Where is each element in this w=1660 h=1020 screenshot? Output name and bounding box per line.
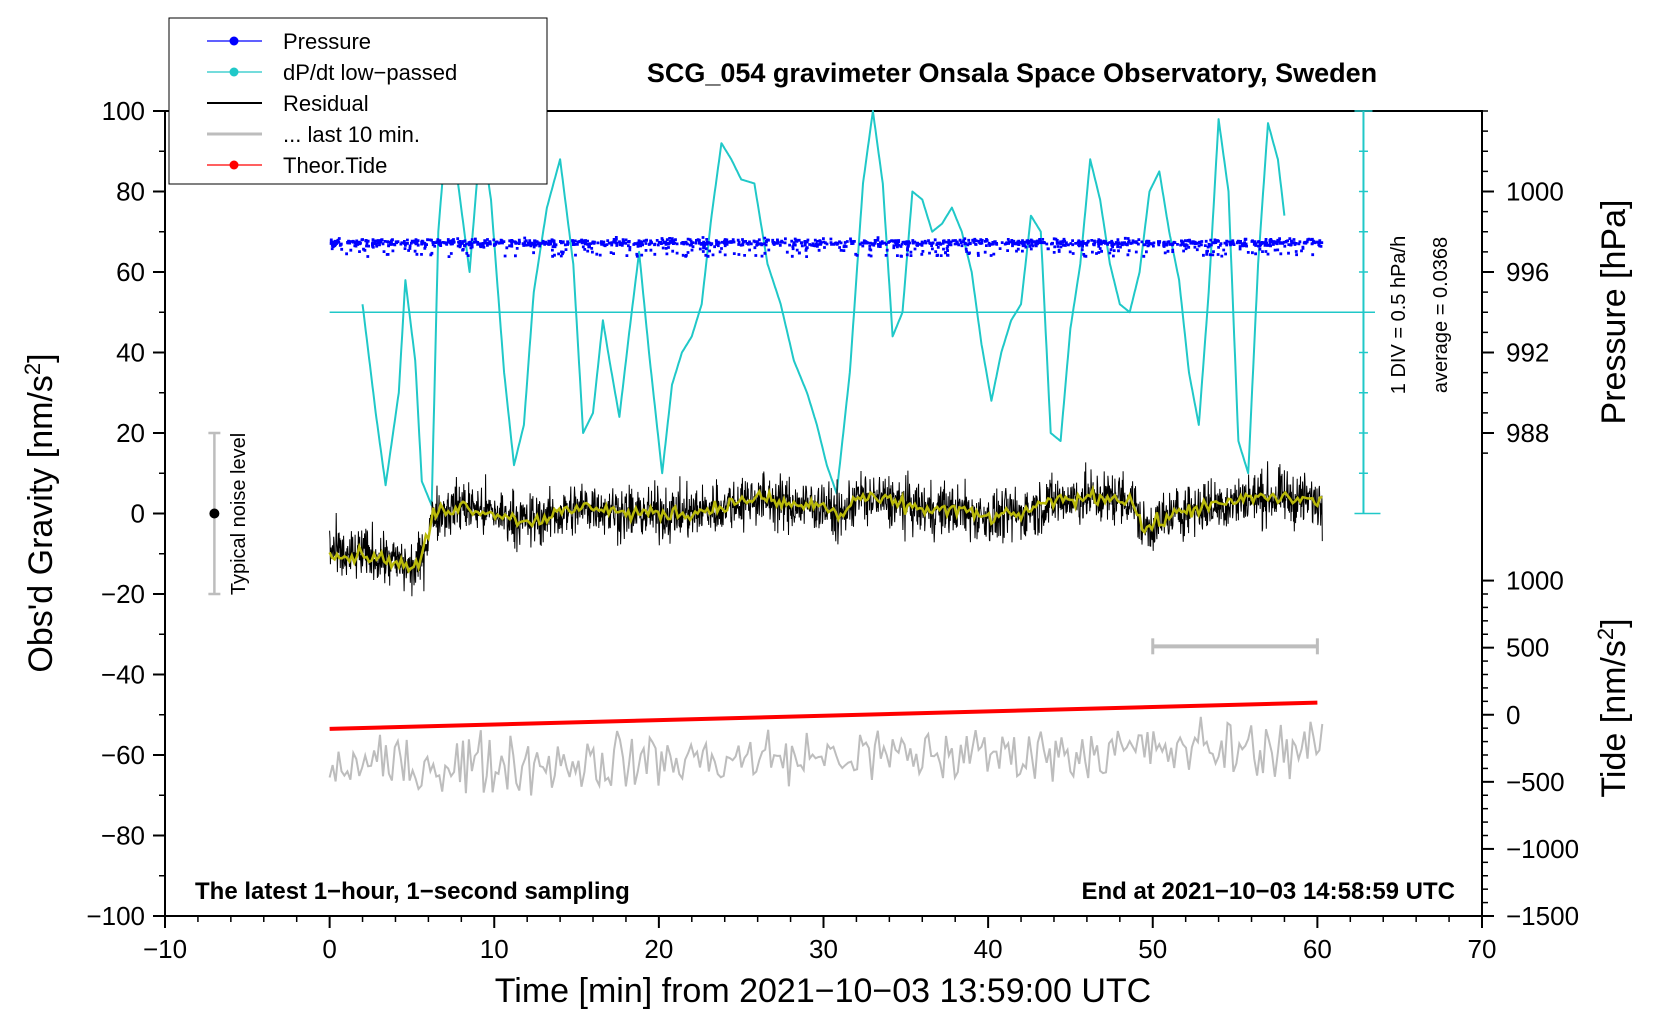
legend-label: ... last 10 min.: [283, 122, 420, 147]
tide-layer: [329, 700, 1318, 731]
ticks-layer: −10 0 10 20 30 40 50 60 70100806040200−20−40−60−…: [86, 96, 1579, 964]
y-axis-label-sup: 2: [20, 363, 45, 375]
y-tick-label: 0: [131, 499, 145, 529]
tide-axis-label-end: ]: [1595, 618, 1633, 627]
y-tick-label: −40: [101, 660, 145, 690]
tide-line: [329, 700, 1318, 731]
tide-axis-label-text: Tide [nm/s: [1595, 640, 1633, 797]
bottom-right-note: End at 2021−10−03 14:58:59 UTC: [1081, 878, 1455, 905]
x-axis-label: Time [min] from 2021−10−03 13:59:00 UTC: [495, 972, 1151, 1010]
residual-line: [329, 461, 1323, 597]
residual-mean-line: [328, 484, 1323, 574]
legend-label: dP/dt low−passed: [283, 60, 457, 85]
x-tick-label: 60: [1303, 934, 1332, 964]
legend-label: Residual: [283, 91, 369, 116]
legend-marker: [229, 36, 239, 46]
dpdt-line: [361, 110, 1286, 507]
x-tick-label: −10: [143, 934, 187, 964]
x-tick-label: 40: [974, 934, 1003, 964]
tide-axis-label-sup: 2: [1593, 628, 1618, 640]
tide-tick-label: 500: [1506, 633, 1549, 663]
y-tick-label: 80: [116, 177, 145, 207]
tide-tick-label: −500: [1506, 767, 1565, 797]
pressure-tick-label: 988: [1506, 418, 1549, 448]
y-tick-label: −60: [101, 740, 145, 770]
x-tick-label: 70: [1468, 934, 1497, 964]
legend-label: Theor.Tide: [283, 153, 387, 178]
pressure-tick-label: 996: [1506, 257, 1549, 287]
pressure-tick-label: 1000: [1506, 177, 1564, 207]
tide-tick-label: 1000: [1506, 566, 1564, 596]
last-10min-line: [328, 716, 1324, 796]
legend-box: [168, 17, 548, 185]
last-10min-layer: [328, 638, 1324, 796]
legend-marker: [229, 67, 239, 77]
y-axis-label: Obs'd Gravity [nm/s2]: [20, 353, 60, 672]
legend-marker: [229, 160, 239, 170]
tide-tick-label: −1000: [1506, 834, 1579, 864]
y-tick-label: −80: [101, 821, 145, 851]
y-tick-label: 60: [116, 257, 145, 287]
y-tick-label: 100: [102, 96, 145, 126]
y-tick-label: 40: [116, 338, 145, 368]
residual-layer: [328, 461, 1323, 597]
legend-label: Pressure: [283, 29, 371, 54]
pressure-dots: [329, 236, 1324, 258]
legend: Pressure dP/dt low−passed Residual ... last…: [168, 17, 548, 185]
y-axis-label-text: Obs'd Gravity [nm/s: [22, 375, 60, 672]
y-tick-label: 20: [116, 418, 145, 448]
y-axis-label-end: ]: [22, 353, 60, 362]
y-tick-label: −20: [101, 579, 145, 609]
dpdt-scale-note: 1 DIV = 0.5 hPa/h: [1388, 236, 1410, 394]
tide-tick-label: 0: [1506, 700, 1520, 730]
noise-level-label: Typical noise level: [228, 433, 250, 595]
dpdt-average-note: average = 0.0368: [1430, 237, 1452, 393]
noise-bar-center-dot: [209, 508, 220, 519]
dpdt-layer: [329, 110, 1381, 515]
x-tick-label: 30: [809, 934, 838, 964]
bottom-left-note: The latest 1−hour, 1−second sampling: [195, 878, 630, 905]
x-tick-label: 0: [322, 934, 336, 964]
x-tick-label: 20: [644, 934, 673, 964]
x-tick-label: 50: [1138, 934, 1167, 964]
y-tick-label: −100: [86, 901, 145, 931]
pressure-layer: [329, 236, 1324, 258]
pressure-axis-label: Pressure [hPa]: [1595, 200, 1633, 425]
chart-title: SCG_054 gravimeter Onsala Space Observat…: [647, 58, 1377, 88]
x-tick-label: 10: [480, 934, 509, 964]
tide-tick-label: −1500: [1506, 901, 1579, 931]
tide-axis-label: Tide [nm/s2]: [1593, 618, 1633, 797]
pressure-tick-label: 992: [1506, 338, 1549, 368]
